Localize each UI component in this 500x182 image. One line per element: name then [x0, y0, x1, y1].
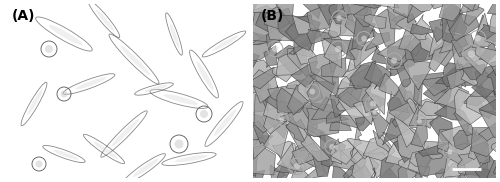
Text: (B): (B)	[260, 9, 283, 23]
Text: (A): (A)	[12, 9, 35, 23]
